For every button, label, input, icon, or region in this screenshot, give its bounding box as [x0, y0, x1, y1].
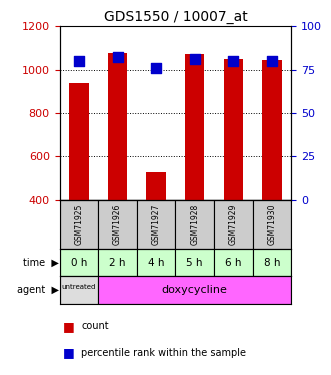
Bar: [69, 82, 88, 200]
Text: GSM71925: GSM71925: [74, 204, 83, 245]
FancyBboxPatch shape: [98, 276, 291, 304]
Bar: [262, 60, 282, 200]
Point: [154, 65, 159, 71]
Point: [269, 58, 275, 64]
Text: GSM71929: GSM71929: [229, 204, 238, 245]
Text: GSM71930: GSM71930: [267, 204, 276, 245]
Bar: [108, 53, 127, 200]
FancyBboxPatch shape: [98, 200, 137, 249]
Text: GSM71927: GSM71927: [152, 204, 161, 245]
FancyBboxPatch shape: [60, 249, 98, 276]
Text: doxycycline: doxycycline: [162, 285, 228, 295]
FancyBboxPatch shape: [214, 200, 253, 249]
Text: GSM71928: GSM71928: [190, 204, 199, 245]
Text: 4 h: 4 h: [148, 258, 165, 268]
Point: [115, 54, 120, 60]
Point: [76, 58, 81, 64]
FancyBboxPatch shape: [253, 200, 291, 249]
Point: [192, 56, 197, 62]
Title: GDS1550 / 10007_at: GDS1550 / 10007_at: [104, 10, 247, 24]
Text: percentile rank within the sample: percentile rank within the sample: [81, 348, 246, 357]
Text: 6 h: 6 h: [225, 258, 242, 268]
FancyBboxPatch shape: [98, 249, 137, 276]
Point: [231, 58, 236, 64]
FancyBboxPatch shape: [175, 249, 214, 276]
Text: untreated: untreated: [62, 284, 96, 297]
Text: 0 h: 0 h: [71, 258, 87, 268]
FancyBboxPatch shape: [253, 249, 291, 276]
Text: time  ▶: time ▶: [23, 258, 59, 268]
Text: count: count: [81, 321, 109, 331]
Text: ■: ■: [63, 320, 74, 333]
Bar: [185, 54, 204, 200]
FancyBboxPatch shape: [175, 200, 214, 249]
Text: 2 h: 2 h: [109, 258, 126, 268]
FancyBboxPatch shape: [60, 200, 98, 249]
Text: agent  ▶: agent ▶: [17, 285, 59, 295]
Text: ■: ■: [63, 346, 74, 359]
Bar: [224, 59, 243, 200]
Text: 8 h: 8 h: [264, 258, 280, 268]
FancyBboxPatch shape: [137, 200, 175, 249]
FancyBboxPatch shape: [214, 249, 253, 276]
Bar: [146, 171, 166, 200]
Text: GSM71926: GSM71926: [113, 204, 122, 245]
FancyBboxPatch shape: [137, 249, 175, 276]
FancyBboxPatch shape: [60, 276, 98, 304]
Text: 5 h: 5 h: [186, 258, 203, 268]
